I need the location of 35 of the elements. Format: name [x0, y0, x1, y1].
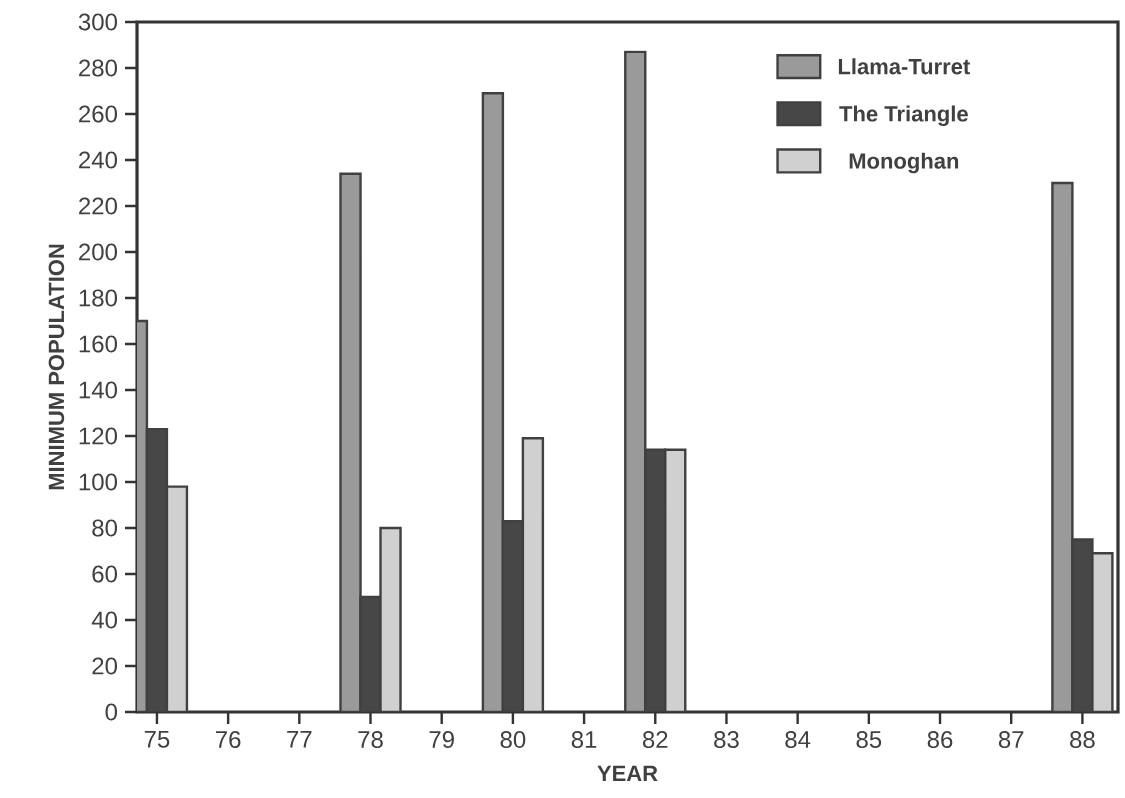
y-tick-label: 260 [79, 105, 118, 123]
y-tick-label: 40 [91, 611, 118, 629]
y-tick-label: 240 [79, 151, 118, 169]
x-tick-label: 87 [998, 731, 1024, 749]
y-tick-label: 220 [79, 197, 118, 215]
y-tick-label: 100 [79, 473, 118, 491]
x-tick-label: 84 [785, 731, 811, 749]
x-tick-label: 85 [856, 731, 882, 749]
legend-label: Llama-Turret [838, 58, 970, 75]
y-tick-label: 0 [105, 703, 118, 721]
x-tick-label: 83 [714, 731, 739, 749]
x-tick-label: 82 [642, 731, 668, 749]
y-tick-label: 20 [92, 657, 118, 675]
y-tick-label: 180 [79, 289, 118, 307]
legend-label: Monoghan [849, 152, 959, 174]
y-tick-label: 120 [79, 427, 118, 445]
x-tick-label: 76 [216, 731, 241, 749]
y-tick-label: 160 [79, 335, 118, 353]
y-tick-label: 140 [79, 381, 118, 399]
x-tick-label: 86 [927, 731, 953, 749]
x-tick-label: 88 [1070, 731, 1095, 749]
x-tick-label: 75 [144, 731, 170, 748]
x-axis-title: YEAR [597, 765, 658, 781]
y-tick-label: 300 [78, 13, 118, 31]
x-tick-label: 81 [571, 731, 597, 749]
x-tick-label: 80 [500, 731, 526, 749]
legend-label: The Triangle [839, 105, 968, 127]
y-tick-label: 60 [92, 565, 118, 583]
x-tick-label: 78 [358, 731, 383, 749]
x-tick-label: 79 [429, 731, 454, 749]
y-tick-label: 280 [79, 59, 118, 77]
y-tick-label: 200 [79, 243, 118, 261]
y-axis-title: MINIMUM POPULATION [48, 244, 65, 490]
y-tick-label: 80 [92, 519, 118, 537]
x-tick-label: 77 [287, 731, 312, 748]
